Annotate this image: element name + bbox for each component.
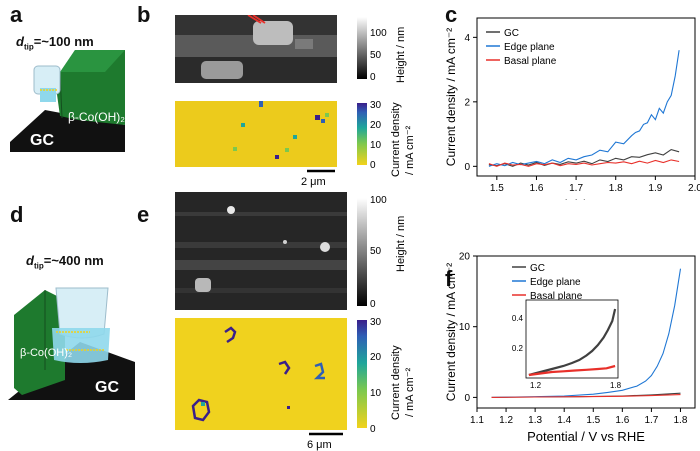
current-tick: 10 [370,388,382,399]
inset-y-tick-label: 0.2 [512,344,524,353]
substrate-label-d: GC [95,379,119,396]
current-tick: 20 [370,120,382,131]
inset-x-tick-label: 1.8 [610,381,622,390]
x-tick-label: 1.5 [490,183,504,194]
panel-label-a: a [10,2,23,27]
height-tick: 50 [370,246,382,257]
height-tick: 0 [370,299,376,310]
x-tick-label: 1.7 [569,183,583,194]
current-tick: 30 [370,100,382,111]
y-tick-label: 0 [464,393,470,404]
x-tick-label: 1.3 [528,415,542,426]
chart-c: 1.5 1.6 1.7 1.8 1.9 2.0 0 2 4 Potential / V vs RH… [444,17,700,200]
map-b: 100 50 0 Height / nm 30 20 10 0 Current … [175,15,416,188]
panel-label-b: b [137,2,151,27]
x-tick-label: 1.2 [499,415,513,426]
height-tick: 100 [370,28,387,39]
scale-bar-label-b: 2 μm [301,176,326,188]
material-label-a: β-Co(OH)₂ [68,110,125,124]
panel-label-c: c [445,2,458,27]
legend-label: GC [530,263,545,274]
height-map-b [175,15,337,83]
panel-label-f: f [445,266,453,291]
height-colorbar-e [357,198,367,306]
y-axis-label: Current density / mA cm⁻² [444,263,458,401]
schematic-a: β-Co(OH)₂ GC [10,50,125,152]
panel-label-e: e [137,202,150,227]
chart-f: 1.1 1.2 1.3 1.4 1.5 1.6 1.7 1.8 0 10 20 Potential /… [444,252,696,444]
x-tick-label: 1.6 [615,415,629,426]
inset-y-tick-label: 0.4 [512,314,524,323]
legend-label: Basal plane [530,291,583,302]
height-tick: 100 [370,195,387,206]
legend-label: Edge plane [504,42,555,53]
current-tick: 0 [370,424,376,435]
x-axis-label: Potential / V vs RHE [527,429,645,444]
tip-diameter-label-a: dtip=~100 nm [16,34,94,52]
legend-label: Basal plane [504,56,557,67]
x-tick-label: 1.9 [648,183,662,194]
inset-series-basal-plane [528,364,616,377]
series-line-basal-plane [491,394,681,398]
height-colorbar-label-e: Height / nm [395,216,407,272]
x-tick-label: 1.8 [674,415,688,426]
current-colorbar-unit-b: / mA cm⁻² [404,125,416,175]
scale-bar-label-e: 6 μm [307,439,332,451]
x-axis-label: Potential / V vs RHE [527,197,645,200]
red-arrow-icon [247,15,266,24]
tip-diameter-label-d: dtip=~400 nm [26,253,104,271]
current-density-map-e [175,318,347,430]
schematic-d: β-Co(OH)₂ GC [8,287,135,400]
current-colorbar-b [357,103,367,165]
series-line-basal-plane [488,159,680,167]
substrate-label-a: GC [30,132,54,149]
height-colorbar-label-b: Height / nm [395,27,407,83]
meniscus-droplet [52,328,110,363]
current-colorbar-label-b: Current density [390,102,402,177]
current-tick: 20 [370,352,382,363]
current-density-map-b [175,101,337,167]
current-tick: 10 [370,140,382,151]
height-tick: 50 [370,50,382,61]
plot-frame [476,17,696,177]
meniscus-droplet [40,88,56,102]
x-tick-label: 1.4 [557,415,571,426]
map-e: 100 50 0 Height / nm 30 20 10 0 Current … [175,192,416,451]
height-map-e [175,192,347,310]
y-tick-label: 4 [464,33,470,44]
inset-frame [525,299,619,379]
x-tick-label: 1.7 [644,415,658,426]
y-tick-label: 10 [459,322,471,333]
height-tick: 0 [370,72,376,83]
current-colorbar-label-e: Current density [390,345,402,420]
x-tick-label: 1.1 [470,415,484,426]
series-line-edge-plane [491,268,682,398]
inset-x-tick-label: 1.2 [530,381,542,390]
y-tick-label: 20 [459,252,471,263]
current-colorbar-e [357,320,367,428]
height-colorbar-b [357,17,367,79]
panel-label-d: d [10,202,24,227]
current-tick: 30 [370,317,382,328]
y-tick-label: 0 [464,162,470,173]
x-tick-label: 1.6 [530,183,544,194]
x-tick-label: 1.5 [586,415,600,426]
cobalt-hydroxide-crystal [14,290,65,395]
x-tick-label: 2.0 [688,183,700,194]
inset-series-gc [528,308,617,377]
series-line-edge-plane [488,50,680,167]
y-axis-label: Current density / mA cm⁻² [444,28,458,166]
current-colorbar-unit-e: / mA cm⁻² [404,367,416,417]
material-label-d: β-Co(OH)₂ [20,347,72,359]
plot-frame [476,255,696,409]
current-tick: 0 [370,160,376,171]
series-line-gc [488,149,680,167]
legend-label: GC [504,28,519,39]
x-tick-label: 1.8 [609,183,623,194]
legend-label: Edge plane [530,277,581,288]
y-tick-label: 2 [464,97,470,108]
